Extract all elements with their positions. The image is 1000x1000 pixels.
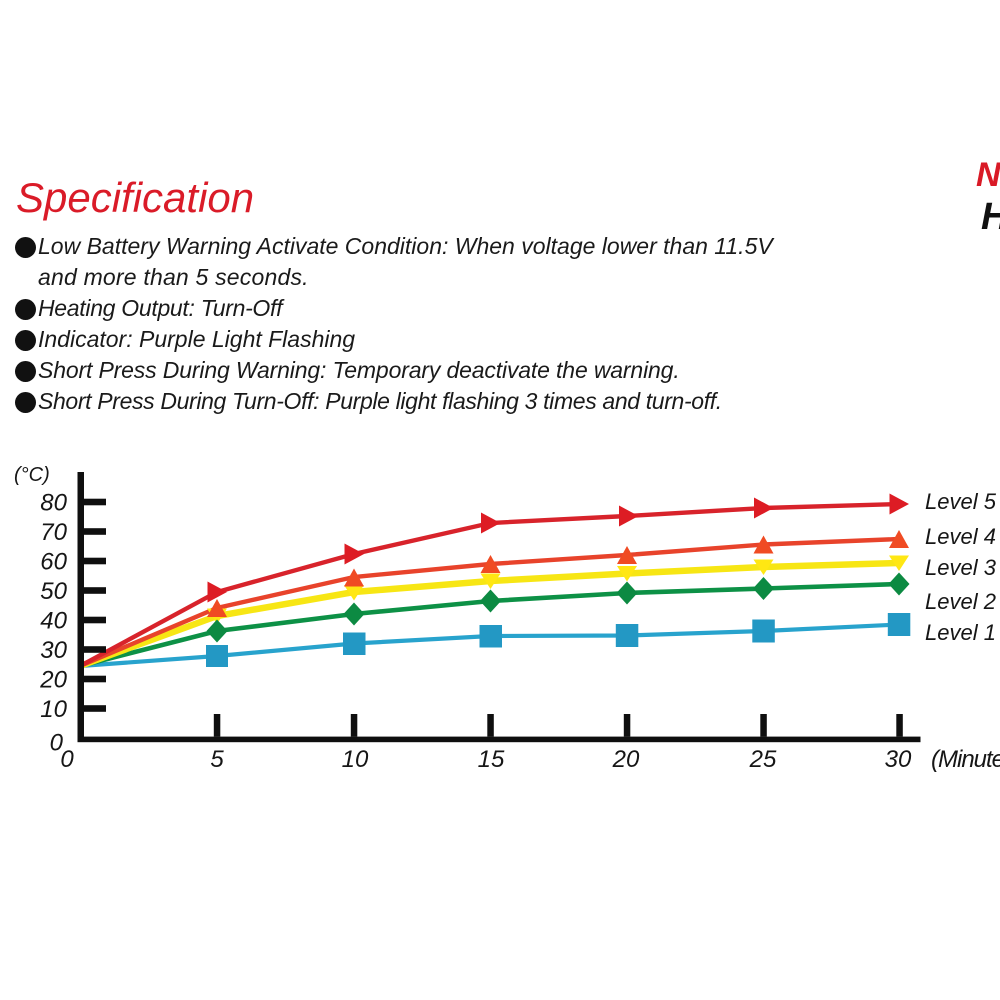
svg-text:(°C): (°C): [14, 464, 50, 486]
svg-text:30: 30: [885, 746, 912, 773]
svg-text:Level 2: Level 2: [925, 589, 996, 614]
svg-text:(Minutes): (Minutes): [931, 746, 1000, 773]
svg-text:Level 1: Level 1: [925, 620, 996, 645]
svg-text:50: 50: [40, 578, 67, 605]
svg-text:80: 80: [40, 490, 67, 517]
svg-text:20: 20: [39, 667, 67, 694]
svg-text:10: 10: [342, 746, 369, 773]
svg-text:60: 60: [40, 549, 67, 576]
svg-text:Level 5: Level 5: [925, 489, 997, 514]
svg-text:40: 40: [40, 608, 67, 635]
svg-text:Level 4: Level 4: [925, 524, 996, 549]
svg-text:15: 15: [478, 746, 505, 773]
svg-text:0: 0: [50, 730, 64, 757]
svg-text:30: 30: [40, 637, 67, 664]
svg-text:10: 10: [40, 696, 67, 723]
svg-text:Level 3: Level 3: [925, 555, 997, 580]
svg-text:25: 25: [749, 746, 777, 773]
svg-text:0: 0: [60, 746, 74, 773]
svg-text:20: 20: [612, 746, 640, 773]
svg-text:5: 5: [210, 746, 224, 773]
svg-text:70: 70: [40, 519, 67, 546]
